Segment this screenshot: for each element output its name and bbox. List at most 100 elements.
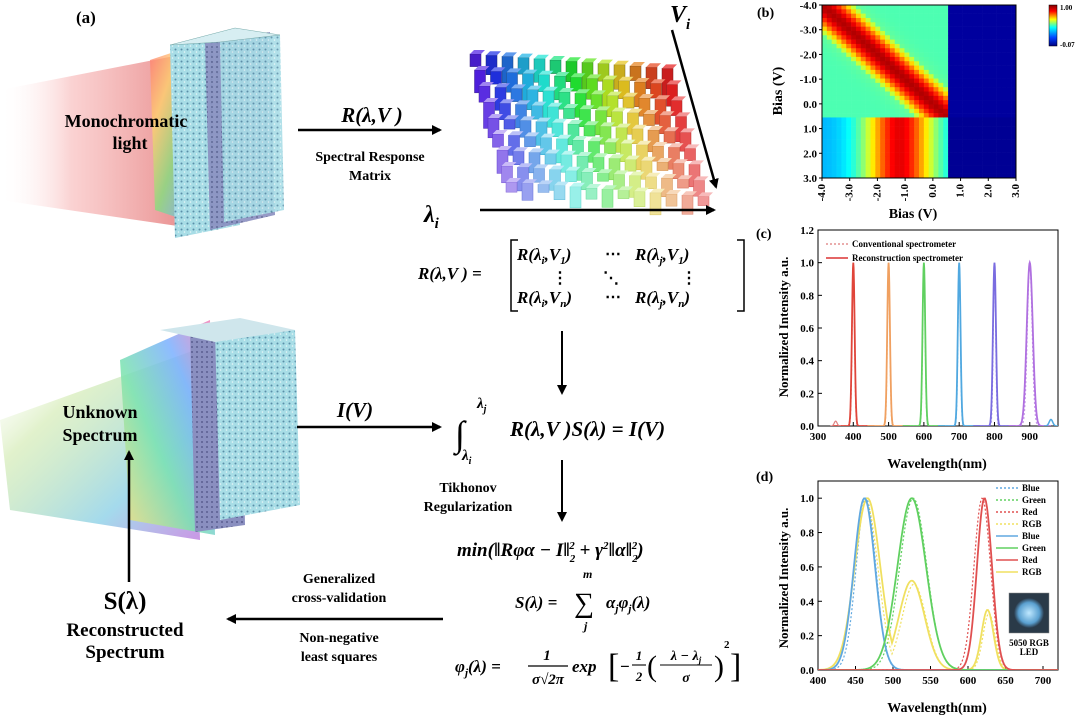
svg-text:⋯: ⋯ bbox=[605, 289, 621, 306]
heatmap-cell bbox=[996, 108, 1002, 114]
heatmap-cell bbox=[846, 13, 852, 19]
matrix-bar bbox=[681, 194, 694, 215]
matrix-bar-top bbox=[522, 179, 537, 184]
heatmap-cell bbox=[846, 65, 852, 71]
heatmap-cell bbox=[875, 39, 881, 45]
heatmap-cell bbox=[962, 156, 968, 162]
heatmap-cell bbox=[904, 26, 910, 32]
matrix-bar bbox=[649, 192, 662, 216]
matrix-bar-top bbox=[659, 111, 675, 116]
heatmap-cell bbox=[1011, 126, 1017, 131]
heatmap-cell bbox=[846, 126, 852, 131]
heatmap-cell bbox=[1011, 147, 1017, 153]
heatmap-cell bbox=[865, 156, 871, 162]
heatmap-cell bbox=[860, 139, 866, 144]
heatmap-cell bbox=[923, 82, 929, 88]
heatmap-cell bbox=[865, 22, 871, 27]
heatmap-cell bbox=[962, 35, 968, 40]
matrix-bar-top bbox=[600, 122, 615, 127]
heatmap-cell bbox=[957, 95, 963, 101]
heatmap-cell bbox=[831, 43, 837, 49]
heatmap-cell bbox=[1001, 13, 1007, 19]
heatmap-cell bbox=[996, 100, 1002, 105]
heatmap-cell bbox=[826, 13, 832, 19]
heatmap-cell bbox=[875, 69, 881, 75]
heatmap-cell bbox=[986, 152, 993, 157]
heatmap-cell bbox=[836, 91, 842, 97]
heatmap-cell bbox=[938, 139, 944, 144]
heatmap-cell bbox=[914, 78, 920, 84]
heatmap-cell bbox=[885, 143, 891, 149]
heatmap-cell bbox=[952, 39, 959, 45]
heatmap-cell bbox=[943, 30, 949, 36]
heatmap-cell bbox=[899, 130, 905, 136]
heatmap-cell bbox=[923, 35, 929, 40]
heatmap-cell bbox=[826, 69, 832, 75]
heatmap-cell bbox=[880, 26, 886, 32]
heatmap-cell bbox=[962, 169, 968, 174]
heatmap-cell bbox=[831, 91, 837, 97]
heatmap-cell bbox=[928, 30, 934, 36]
matrix-bar-top bbox=[655, 95, 670, 100]
heatmap-cell bbox=[870, 139, 876, 144]
matrix-bar-top bbox=[492, 130, 508, 134]
heatmap-cell bbox=[899, 26, 905, 32]
heatmap-cell bbox=[885, 74, 891, 79]
svg-text:[: [ bbox=[608, 648, 619, 685]
heatmap-cell bbox=[982, 169, 988, 174]
heatmap-cell bbox=[972, 69, 978, 75]
matrix-bar bbox=[643, 113, 655, 126]
heatmap-cell bbox=[938, 39, 944, 45]
heatmap-cell bbox=[996, 74, 1002, 79]
heatmap-cell bbox=[865, 17, 871, 23]
matrix-bar-top bbox=[470, 50, 485, 54]
heatmap-cell bbox=[1011, 30, 1017, 36]
heatmap-cell bbox=[860, 173, 866, 179]
heatmap-cell bbox=[919, 117, 925, 123]
heatmap-cell bbox=[846, 61, 852, 66]
heatmap-cell bbox=[967, 43, 973, 49]
heatmap-cell bbox=[826, 134, 832, 140]
heatmap-cell bbox=[977, 39, 983, 45]
heatmap-cell bbox=[1011, 95, 1017, 101]
heatmap-cell bbox=[836, 56, 842, 62]
heatmap-cell bbox=[851, 82, 857, 88]
heatmap-cell bbox=[928, 5, 934, 10]
plot-c-ytick-label: 0.6 bbox=[800, 323, 814, 335]
heatmap-cell bbox=[967, 13, 973, 19]
heatmap-cell bbox=[880, 13, 886, 19]
heatmap-cell bbox=[919, 113, 925, 118]
matrix-bar-top bbox=[634, 187, 649, 192]
heatmap-cell bbox=[855, 108, 862, 114]
heatmap-cell bbox=[822, 160, 828, 166]
heatmap-cell bbox=[880, 82, 886, 88]
led-label-line2: LED bbox=[1020, 647, 1039, 657]
heatmap-cell bbox=[977, 9, 983, 14]
heatmap-cell bbox=[952, 160, 959, 166]
heatmap-cell bbox=[919, 152, 925, 157]
heatmap-cell bbox=[822, 43, 828, 49]
heatmap-cell bbox=[938, 43, 944, 49]
heatmap-cell bbox=[991, 91, 997, 97]
heatmap-cell bbox=[972, 173, 978, 179]
heatmap-cell bbox=[875, 156, 881, 162]
heatmap-cell bbox=[880, 35, 886, 40]
heatmap-cell bbox=[919, 108, 925, 114]
heatmap-cell bbox=[880, 61, 886, 66]
heatmap-cell bbox=[880, 134, 886, 140]
plot-d-legend-label: Green bbox=[1022, 495, 1046, 505]
heatmap-cell bbox=[889, 65, 896, 71]
heatmap-cell bbox=[977, 82, 983, 88]
heatmap-cell bbox=[982, 17, 988, 23]
heatmap-cell bbox=[933, 43, 939, 49]
matrix-bar-top bbox=[474, 66, 490, 70]
heatmap-cell bbox=[982, 130, 988, 136]
heatmap-cell bbox=[1011, 169, 1017, 174]
heatmap-cell bbox=[851, 130, 857, 136]
heatmap-cell bbox=[943, 147, 949, 153]
heatmap-cell bbox=[972, 56, 978, 62]
matrix-bar bbox=[677, 178, 689, 189]
heatmap-cell bbox=[919, 69, 925, 75]
heatmap-cell bbox=[865, 13, 871, 19]
matrix-bar-top bbox=[570, 73, 586, 78]
